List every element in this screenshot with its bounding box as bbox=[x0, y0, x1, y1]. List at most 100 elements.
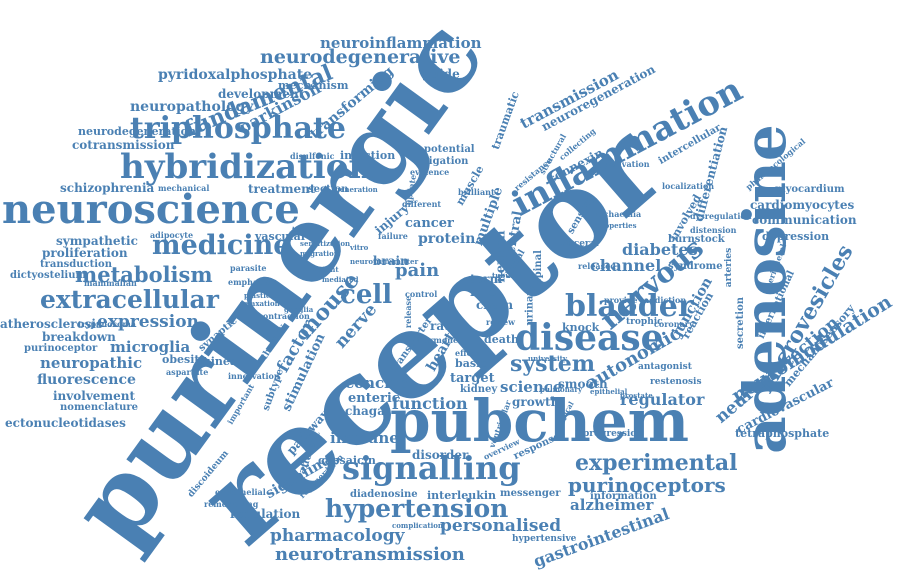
cloud-word: mammalian bbox=[84, 278, 137, 288]
cloud-word: science bbox=[500, 378, 563, 396]
cloud-word: different bbox=[402, 199, 442, 209]
cloud-word: chain bbox=[476, 298, 514, 312]
cloud-word: protein bbox=[418, 231, 476, 247]
cloud-word: information bbox=[590, 491, 657, 502]
cloud-word: metabolism bbox=[75, 262, 213, 287]
cloud-word: neurodegenerative bbox=[260, 46, 461, 68]
cloud-word: adipocyte bbox=[150, 230, 194, 240]
cloud-word: breakdown bbox=[42, 330, 116, 344]
cloud-word: review bbox=[486, 317, 515, 327]
cloud-word: pubchem bbox=[390, 387, 690, 455]
cloud-word: bladder bbox=[565, 289, 694, 324]
cloud-word: relaxation bbox=[240, 299, 280, 308]
cloud-word: release bbox=[403, 295, 414, 329]
cloud-word: atherosclerosis bbox=[0, 317, 103, 331]
cloud-word: proliferation bbox=[42, 246, 128, 260]
cloud-word: university bbox=[528, 354, 567, 363]
cloud-word: released bbox=[578, 261, 616, 271]
cloud-word: messenger bbox=[500, 488, 561, 499]
cloud-word: transduction bbox=[40, 259, 112, 270]
cloud-word: failure bbox=[378, 231, 408, 241]
cloud-word: regulation bbox=[230, 507, 301, 521]
cloud-word: obesity bbox=[162, 353, 206, 366]
cloud-word: mechanism bbox=[278, 79, 349, 92]
cloud-word: communication bbox=[752, 213, 857, 227]
cloud-word: disease bbox=[515, 317, 664, 359]
cloud-word: remodelling bbox=[204, 499, 259, 509]
cloud-word: brilliant bbox=[458, 187, 495, 197]
cloud-word: smooth bbox=[558, 377, 608, 391]
cloud-word: sensitization bbox=[300, 239, 351, 248]
cloud-word: control bbox=[405, 289, 438, 299]
cloud-word: diadenosine bbox=[350, 489, 418, 500]
cloud-word: guide bbox=[422, 67, 460, 81]
cloud-word: tract bbox=[292, 225, 311, 234]
cloud-word: innervation bbox=[228, 371, 280, 381]
cloud-word: spinal bbox=[532, 250, 544, 284]
cloud-word: effect bbox=[455, 348, 481, 358]
cloud-word: expression bbox=[97, 312, 199, 332]
cloud-word: growth bbox=[512, 395, 560, 409]
cloud-word: interleukin bbox=[427, 489, 497, 502]
cloud-word: coronary bbox=[654, 319, 694, 329]
cloud-word: neurodegeneration bbox=[78, 125, 197, 138]
cloud-word: cell bbox=[340, 280, 393, 310]
cloud-word: hypertension bbox=[325, 494, 509, 523]
cloud-word: urinary bbox=[524, 284, 536, 326]
cloud-word: contraction bbox=[258, 311, 310, 321]
cloud-word: neuroscience bbox=[2, 186, 300, 233]
cloud-word: mechanical bbox=[158, 183, 210, 193]
cloud-word: pharmacology bbox=[270, 526, 405, 546]
cloud-word: neuropathology bbox=[130, 99, 254, 115]
cloud-word: tubular bbox=[492, 271, 522, 280]
cloud-word: hybridization bbox=[120, 147, 374, 187]
cloud-word: arteries bbox=[724, 247, 735, 288]
cloud-word: enteric bbox=[348, 391, 400, 406]
cloud-word: target bbox=[450, 371, 495, 386]
cloud-word: distension bbox=[690, 225, 737, 235]
cloud-word: fluorescence bbox=[37, 372, 136, 388]
cloud-word: evidence bbox=[410, 167, 450, 177]
cloud-word: guinea bbox=[195, 355, 237, 368]
cloud-word: section bbox=[308, 184, 349, 195]
cloud-word: traumatic bbox=[488, 89, 522, 152]
cloud-word: visceral bbox=[560, 239, 599, 249]
cloud-word: system bbox=[510, 351, 595, 377]
cloud-word: ligation bbox=[425, 156, 469, 167]
cloud-word: vascular bbox=[255, 230, 307, 243]
cloud-word: involvement bbox=[53, 389, 136, 403]
cloud-word: personalised bbox=[440, 516, 562, 536]
cloud-word: neuropathic bbox=[40, 354, 143, 372]
cloud-word: ganglia bbox=[284, 305, 314, 314]
cloud-word: vitro bbox=[350, 243, 369, 252]
cloud-word: mutant bbox=[310, 265, 339, 274]
cloud-word: emphasis bbox=[228, 277, 271, 287]
cloud-word: basic bbox=[455, 357, 487, 370]
cloud-word: channel bbox=[590, 256, 662, 275]
cloud-word: cancer bbox=[405, 216, 454, 231]
cloud-word: role bbox=[470, 285, 497, 299]
cloud-word: burnstock bbox=[668, 234, 725, 245]
cloud-word: purinoceptors bbox=[568, 473, 726, 497]
cloud-word: signalling bbox=[342, 449, 521, 487]
cloud-word: ischaemia bbox=[596, 209, 642, 219]
cloud-word: ectonucleotidases bbox=[5, 416, 126, 430]
cloud-word: function bbox=[392, 394, 468, 413]
cloud-word: potential bbox=[424, 144, 475, 155]
cloud-word: extracellular bbox=[40, 285, 219, 314]
cloud-word: capsaicin bbox=[318, 454, 376, 467]
cloud-word: dysregulation bbox=[690, 211, 752, 221]
cloud-word: neuroinflammation bbox=[320, 34, 482, 52]
cloud-word: purinoceptor bbox=[24, 343, 98, 354]
cloud-word: rat bbox=[430, 319, 450, 333]
cloud-word: tetraphosphate bbox=[735, 427, 830, 440]
cloud-word: parasite bbox=[230, 263, 267, 273]
cloud-word: medicine bbox=[152, 230, 291, 261]
cloud-word: brain bbox=[373, 254, 409, 268]
cloud-word: pain bbox=[395, 260, 440, 281]
cloud-word: provide bbox=[604, 295, 638, 305]
cloud-word: trypanosoma bbox=[78, 319, 136, 329]
cloud-word: term bbox=[470, 272, 503, 286]
cloud-word: prostate bbox=[620, 391, 653, 400]
